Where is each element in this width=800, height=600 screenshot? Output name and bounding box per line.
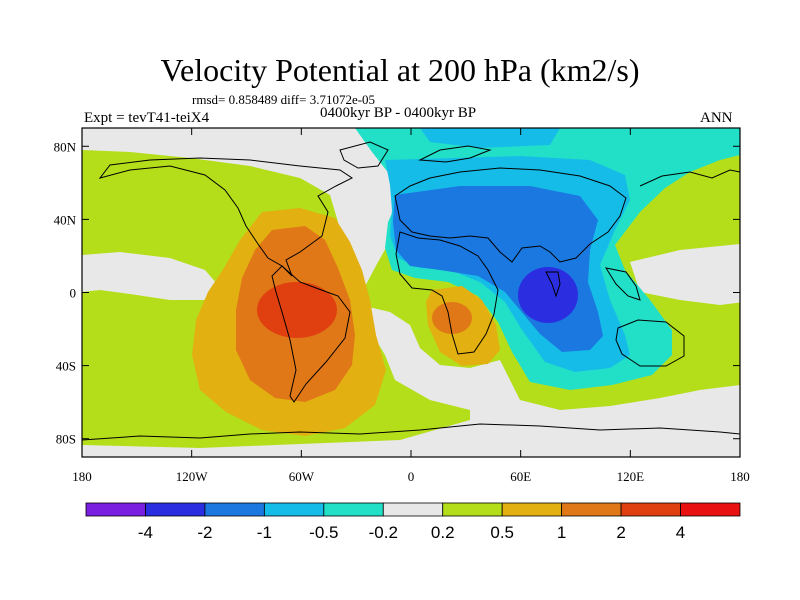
field-skyblue-arctic — [420, 128, 560, 148]
colorbar-label: -1 — [257, 523, 272, 542]
colorbar-label: 0.5 — [490, 523, 514, 542]
colorbar: -4 -2 -1 -0.5 -0.2 0.2 0.5 1 2 4 — [85, 502, 741, 542]
colorbar-swatch — [204, 502, 265, 517]
x-tick-label: 60W — [289, 469, 315, 484]
x-tick-label: 180 — [72, 469, 92, 484]
field-grey-west — [82, 252, 218, 300]
x-tick-label: 180 — [730, 469, 750, 484]
colorbar-label: -0.5 — [309, 523, 338, 542]
stats-text: rmsd= 0.858489 diff= 3.71072e-05 — [192, 92, 376, 107]
colorbar-swatch — [501, 502, 563, 517]
colorbar-swatch — [263, 502, 325, 517]
colorbar-swatch — [382, 502, 444, 517]
experiment-label: Expt = tevT41-teiX4 — [84, 110, 210, 126]
colorbar-label: 4 — [676, 523, 685, 542]
y-tick-label: 80S — [56, 432, 76, 447]
field-deepblue — [518, 267, 578, 323]
colorbar-swatch — [680, 502, 741, 517]
y-tick-label: 80N — [54, 139, 77, 154]
y-tick-label: 0 — [70, 286, 77, 301]
x-tick-label: 120W — [176, 469, 209, 484]
y-tick-label: 40N — [54, 212, 77, 227]
x-tick-label: 60E — [510, 469, 531, 484]
chart-title: Velocity Potential at 200 hPa (km2/s) — [160, 52, 640, 88]
colorbar-swatch — [561, 502, 622, 517]
colorbar-swatch — [323, 502, 384, 517]
colorbar-swatch — [442, 502, 503, 517]
y-tick-label: 40S — [56, 359, 76, 374]
colorbar-label: 1 — [557, 523, 566, 542]
contour-fields — [82, 128, 740, 457]
coastlines — [82, 141, 740, 441]
period-label: 0400kyr BP - 0400kyr BP — [320, 105, 477, 121]
colorbar-label: -4 — [138, 523, 153, 542]
field-grey-south — [82, 305, 740, 457]
x-tick-label: 0 — [408, 469, 415, 484]
x-tick-label: 120E — [617, 469, 645, 484]
y-axis: 80N 40N 0 40S 80S — [54, 139, 740, 447]
field-red-samerica — [257, 282, 337, 338]
season-label: ANN — [700, 110, 733, 126]
colorbar-label: 0.2 — [431, 523, 455, 542]
colorbar-label: 2 — [616, 523, 625, 542]
colorbar-swatch — [620, 502, 681, 517]
colorbar-swatch — [85, 502, 146, 517]
colorbar-label: -2 — [197, 523, 212, 542]
field-orange-africa — [432, 302, 472, 334]
field-grey-east — [630, 244, 740, 305]
x-axis: 180 120W 60W 0 60E 120E 180 — [72, 128, 750, 484]
colorbar-label: -0.2 — [369, 523, 398, 542]
colorbar-swatch — [145, 502, 206, 517]
